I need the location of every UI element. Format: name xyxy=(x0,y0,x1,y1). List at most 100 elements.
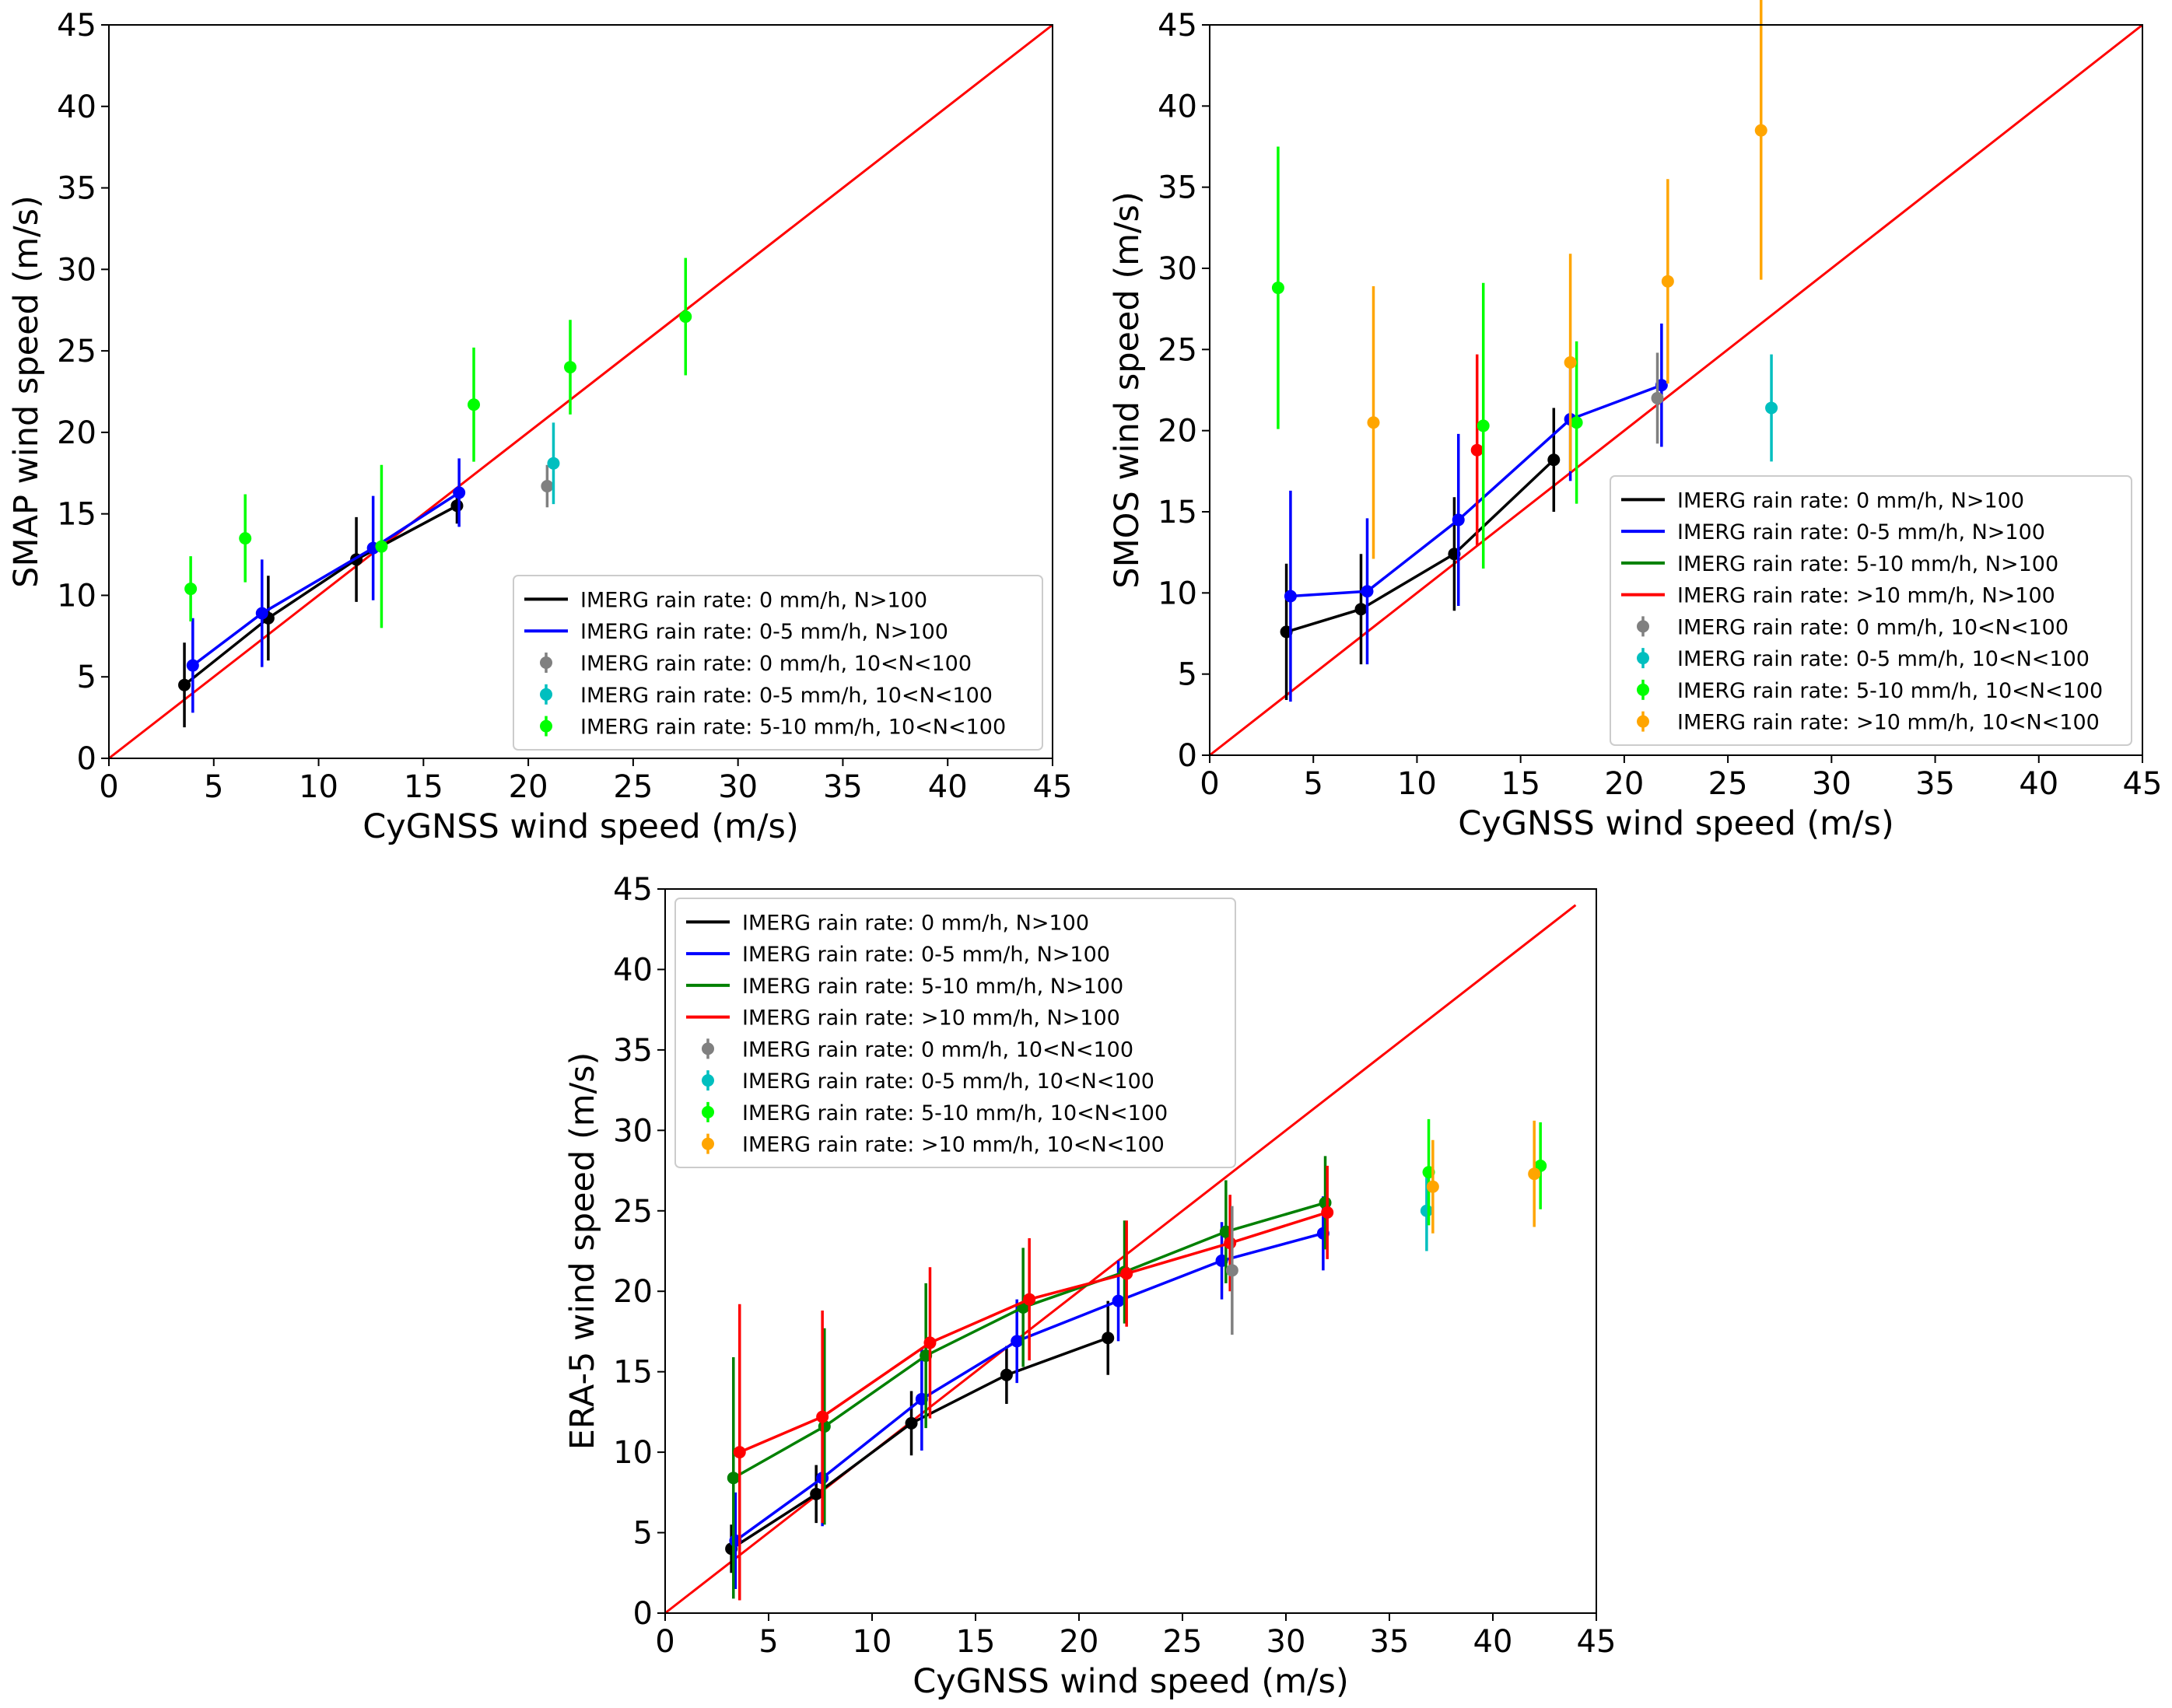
x-tick-label: 25 xyxy=(613,769,653,805)
legend-item: IMERG rain rate: 5-10 mm/h, 10<N<100 xyxy=(702,1101,1168,1125)
data-point xyxy=(1564,356,1577,369)
data-point xyxy=(1225,1264,1238,1277)
y-axis-label: SMOS wind speed (m/s) xyxy=(1108,191,1147,588)
legend-item: IMERG rain rate: 0-5 mm/h, 10<N<100 xyxy=(702,1069,1154,1094)
x-tick-label: 30 xyxy=(1812,766,1851,802)
y-axis-label: SMAP wind speed (m/s) xyxy=(7,195,46,588)
y-tick-label: 35 xyxy=(613,1033,653,1069)
data-point xyxy=(184,583,198,596)
legend-label: IMERG rain rate: 0 mm/h, 10<N<100 xyxy=(742,1038,1133,1062)
y-tick-label: 15 xyxy=(613,1355,653,1391)
axes-frame xyxy=(108,24,1053,759)
y-tick-label: 30 xyxy=(1158,251,1197,287)
legend-item: IMERG rain rate: >10 mm/h, 10<N<100 xyxy=(1637,711,2100,735)
data-point xyxy=(1361,585,1374,598)
y-tick-label: 5 xyxy=(1178,657,1197,693)
series-7 xyxy=(1426,1120,1541,1234)
x-tick-label: 45 xyxy=(2123,766,2163,802)
x-tick-label: 20 xyxy=(509,769,548,805)
data-point xyxy=(375,540,388,553)
legend-marker xyxy=(540,688,552,701)
legend-item: IMERG rain rate: 0-5 mm/h, N>100 xyxy=(686,943,1110,967)
x-tick-label: 15 xyxy=(956,1624,996,1660)
legend-item: IMERG rain rate: >10 mm/h, 10<N<100 xyxy=(702,1133,1165,1157)
data-point xyxy=(1120,1267,1133,1280)
legend-item: IMERG rain rate: 5-10 mm/h, N>100 xyxy=(686,975,1123,999)
data-point xyxy=(1000,1368,1013,1381)
series-0 xyxy=(178,488,464,728)
y-tick-label: 40 xyxy=(613,952,653,988)
chart-era5: 0 5 10 15 20 25 30 35 40 45 0 5 10 15 20 25 30 35 40 45 CyGN… xyxy=(563,872,1616,1701)
y-tick-label: 35 xyxy=(57,171,96,207)
series-3 xyxy=(547,422,560,505)
y-tick-label: 5 xyxy=(77,660,96,695)
data-point xyxy=(1271,282,1284,295)
legend-label: IMERG rain rate: 0-5 mm/h, 10<N<100 xyxy=(580,684,993,708)
x-tick-label: 45 xyxy=(1033,769,1073,805)
legend-label: IMERG rain rate: 0-5 mm/h, 10<N<100 xyxy=(1677,647,2090,671)
legend: IMERG rain rate: 0 mm/h, N>100 IMERG rain… xyxy=(1610,475,2132,746)
series-1 xyxy=(186,458,466,713)
x-tick-label: 10 xyxy=(1397,766,1437,802)
y-tick-label: 10 xyxy=(1158,576,1197,611)
data-point xyxy=(1547,453,1561,467)
series-3 xyxy=(733,1165,1334,1601)
x-tick-label: 10 xyxy=(299,769,338,805)
x-tick-label: 10 xyxy=(853,1624,892,1660)
y-tick-label: 0 xyxy=(1178,738,1197,774)
y-axis-label: ERA-5 wind speed (m/s) xyxy=(563,1052,602,1451)
legend-item: IMERG rain rate: 0 mm/h, N>100 xyxy=(1621,488,2024,513)
data-point xyxy=(1528,1167,1541,1181)
legend-label: IMERG rain rate: 0 mm/h, 10<N<100 xyxy=(1677,615,2069,639)
series-0 xyxy=(725,1300,1115,1573)
axes-frame xyxy=(1209,24,2143,756)
legend-marker xyxy=(702,1105,714,1118)
data-point xyxy=(186,659,199,672)
x-tick-label: 25 xyxy=(1163,1624,1203,1660)
legend-label: IMERG rain rate: 0-5 mm/h, 10<N<100 xyxy=(742,1069,1154,1094)
x-axis-label: CyGNSS wind speed (m/s) xyxy=(363,807,798,846)
series-6 xyxy=(1271,146,1583,569)
legend-label: IMERG rain rate: 0 mm/h, 10<N<100 xyxy=(580,652,972,676)
legend-label: IMERG rain rate: 0 mm/h, N>100 xyxy=(580,588,927,612)
x-tick-label: 15 xyxy=(1501,766,1540,802)
x-axis-label: CyGNSS wind speed (m/s) xyxy=(1458,804,1893,843)
x-tick-label: 5 xyxy=(204,769,223,805)
data-point xyxy=(816,1410,829,1423)
data-point xyxy=(453,486,466,499)
legend-label: IMERG rain rate: 0-5 mm/h, N>100 xyxy=(742,943,1110,967)
data-point xyxy=(1754,124,1767,137)
legend-label: IMERG rain rate: >10 mm/h, N>100 xyxy=(1677,584,2055,608)
data-point xyxy=(905,1416,918,1430)
y-tick-label: 5 xyxy=(633,1516,653,1552)
x-tick-label: 40 xyxy=(1473,1624,1513,1660)
legend-item: IMERG rain rate: 0 mm/h, 10<N<100 xyxy=(702,1038,1133,1062)
legend-item: IMERG rain rate: 5-10 mm/h, 10<N<100 xyxy=(540,716,1006,740)
chart-smap: 0 5 10 15 20 25 30 35 40 45 0 5 10 15 20 25 30 35 40 45 CyGN… xyxy=(7,8,1072,846)
legend-marker xyxy=(540,656,552,669)
x-tick-label: 20 xyxy=(1060,1624,1099,1660)
x-tick-label: 30 xyxy=(1266,1624,1306,1660)
y-tick-label: 10 xyxy=(57,578,96,614)
y-tick-label: 25 xyxy=(57,334,96,369)
data-point xyxy=(810,1487,823,1500)
data-point xyxy=(468,398,481,411)
y-tick-label: 25 xyxy=(613,1194,653,1230)
y-tick-label: 45 xyxy=(613,872,653,908)
x-tick-label: 30 xyxy=(718,769,758,805)
data-point xyxy=(1102,1332,1115,1345)
x-tick-label: 45 xyxy=(1577,1624,1617,1660)
series-6 xyxy=(1422,1118,1547,1226)
y-tick-label: 25 xyxy=(1158,332,1197,368)
data-point xyxy=(733,1446,746,1459)
series-line xyxy=(183,504,458,687)
y-tick-label: 40 xyxy=(1158,89,1197,124)
legend-label: IMERG rain rate: 5-10 mm/h, 10<N<100 xyxy=(742,1101,1168,1125)
y-tick-label: 20 xyxy=(1158,414,1197,450)
legend-label: IMERG rain rate: 0-5 mm/h, N>100 xyxy=(580,620,948,644)
legend-label: IMERG rain rate: 5-10 mm/h, 10<N<100 xyxy=(1677,679,2103,703)
legend-item: IMERG rain rate: 5-10 mm/h, 10<N<100 xyxy=(1637,679,2103,703)
legend: IMERG rain rate: 0 mm/h, N>100 IMERG rain… xyxy=(674,898,1236,1168)
legend-marker xyxy=(702,1074,714,1087)
legend-label: IMERG rain rate: >10 mm/h, 10<N<100 xyxy=(1677,711,2100,735)
